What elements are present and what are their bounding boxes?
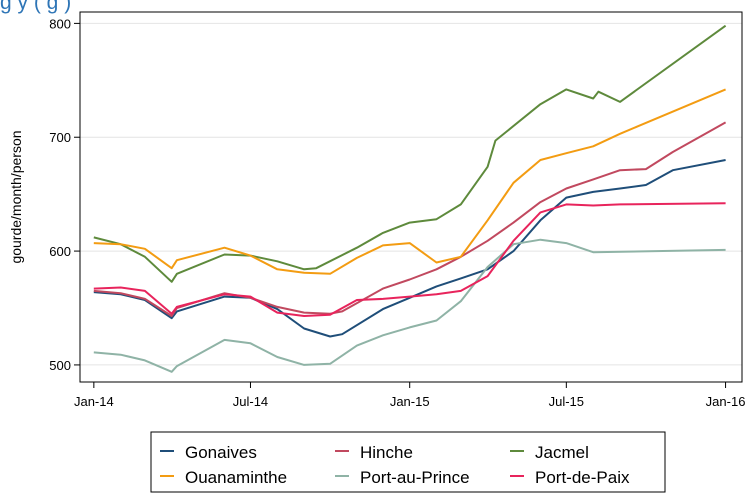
series-line-port-de-paix xyxy=(93,202,726,317)
gridlines xyxy=(80,22,742,366)
legend-box xyxy=(150,431,666,493)
series-line-gonaives xyxy=(93,159,726,338)
x-tick-label: Jul-15 xyxy=(549,394,584,409)
legend-label-ouanaminthe: Ouanaminthe xyxy=(185,468,287,487)
series-lines xyxy=(93,24,727,373)
y-tick-label: 700 xyxy=(49,130,71,145)
series-line-port-au-prince xyxy=(93,238,726,373)
y-tick-label: 600 xyxy=(49,244,71,259)
x-tick-label: Jan-15 xyxy=(390,394,430,409)
legend-label-port-de-paix: Port-de-Paix xyxy=(535,468,630,487)
legend-label-gonaives: Gonaives xyxy=(185,443,257,462)
series-line-jacmel xyxy=(93,24,727,283)
legend-label-port-au-prince: Port-au-Prince xyxy=(360,468,470,487)
legend: Gonaives Hinche Jacmel Ouanaminthe Port-au-P… xyxy=(160,443,630,487)
legend-label-jacmel: Jacmel xyxy=(535,443,589,462)
y-tick-label: 500 xyxy=(49,358,71,373)
series-line-ouanaminthe xyxy=(93,88,726,275)
axis-ticks: 500 600 700 800 Jan-14 Jul-14 Jan-15 Jul-15 Jan-… xyxy=(49,16,745,409)
y-tick-label: 800 xyxy=(49,16,71,31)
series-line-hinche xyxy=(93,121,727,317)
y-axis-title: gourde/month/person xyxy=(8,130,24,263)
clipped-title-text: g y ( g ) xyxy=(0,0,72,14)
legend-label-hinche: Hinche xyxy=(360,443,413,462)
clipped-title: g y ( g ) xyxy=(0,0,748,14)
x-tick-label: Jul-14 xyxy=(233,394,268,409)
x-tick-label: Jan-14 xyxy=(74,394,114,409)
x-tick-label: Jan-16 xyxy=(706,394,746,409)
plot-frame xyxy=(79,11,743,383)
